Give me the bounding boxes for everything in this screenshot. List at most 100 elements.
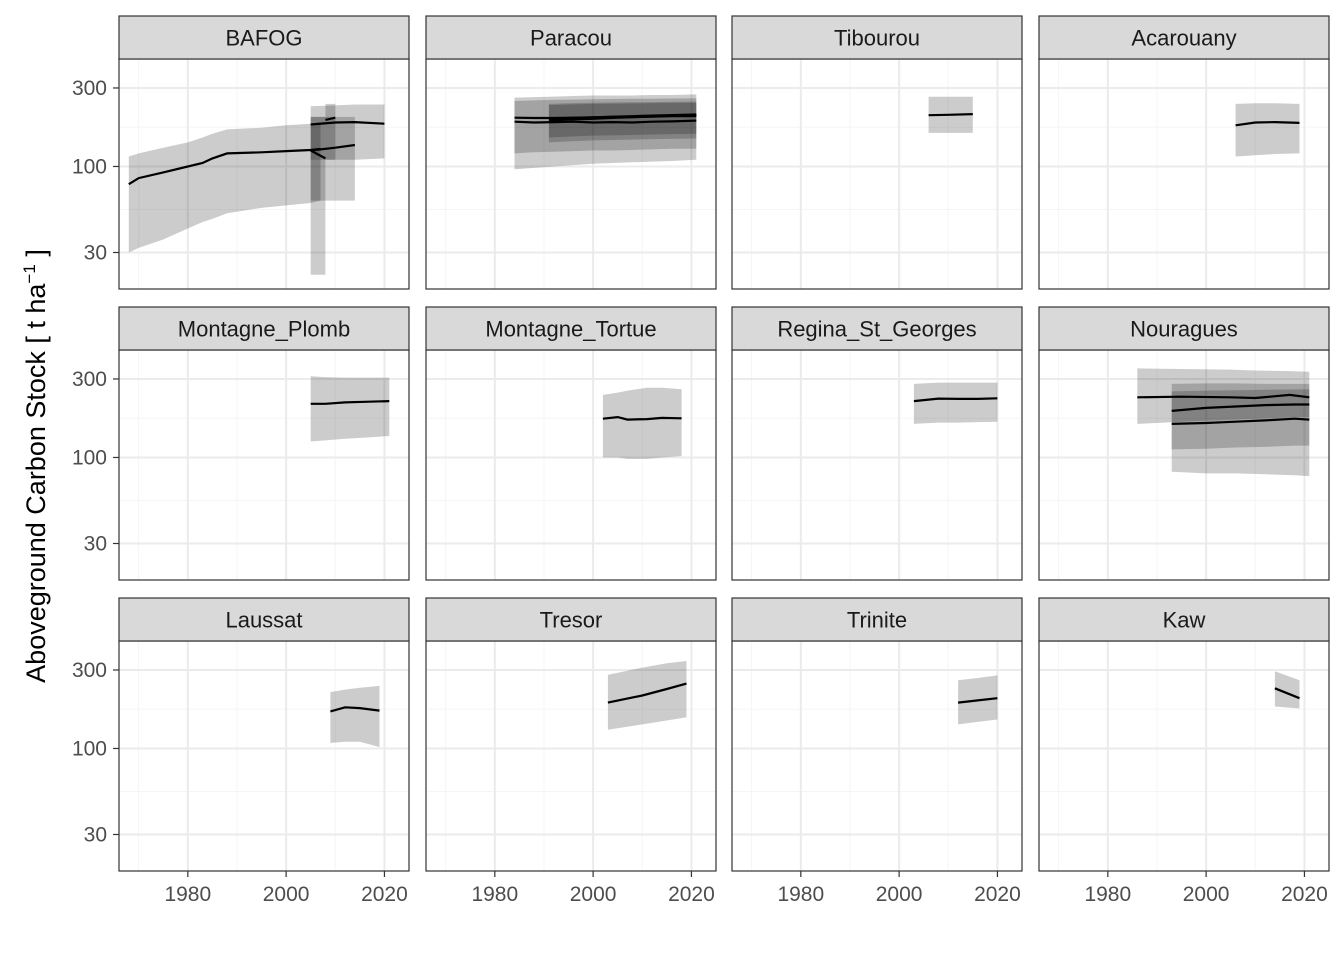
y-tick-label: 30: [84, 532, 107, 555]
series-line: [330, 706, 380, 713]
panel-background: [426, 350, 716, 580]
panel-trinite: Trinite 1980 2000 2020: [731, 597, 1023, 906]
facet-strip: [118, 15, 410, 60]
y-tick-label: 100: [72, 155, 107, 178]
facet-strip: [731, 306, 1023, 351]
series-line: [957, 697, 998, 704]
panel-nouragues: Nouragues: [1038, 306, 1330, 581]
x-tick-label: 2000: [1183, 883, 1230, 906]
confidence-ribbon: [514, 98, 697, 154]
confidence-ribbon: [607, 661, 687, 730]
y-tick-label: 100: [72, 446, 107, 469]
x-tick-label: 2000: [570, 883, 617, 906]
facet-title: Tibourou: [834, 26, 920, 51]
y-axis-label: Aboveground Carbon Stock [ t ha−1 ]: [20, 249, 51, 683]
panel-background: [119, 350, 409, 580]
series-line: [602, 415, 682, 421]
panel-background: [119, 59, 409, 289]
series-line: [548, 114, 697, 122]
y-tick-label: 300: [72, 77, 107, 100]
facet-strip: [118, 597, 410, 642]
x-tick-label: 1980: [1084, 883, 1131, 906]
facet-title: Laussat: [225, 608, 302, 633]
panel-montagne-tortue: Montagne_Tortue: [425, 306, 717, 581]
x-tick-label: 2020: [1281, 883, 1328, 906]
confidence-ribbon: [548, 102, 697, 138]
series-line: [128, 147, 321, 186]
panel-background: [1039, 59, 1329, 289]
panel-acarouany: Acarouany: [1038, 15, 1330, 290]
y-axis-label-end: ]: [21, 249, 51, 264]
y-tick-label: 300: [72, 368, 107, 391]
y-tick-label: 100: [72, 737, 107, 760]
series-line: [607, 682, 687, 704]
series-line: [1171, 417, 1310, 425]
confidence-ribbon: [310, 116, 355, 201]
series-line: [514, 119, 697, 124]
panel-background: [732, 641, 1022, 871]
confidence-ribbon: [1171, 383, 1310, 477]
panel-laussat: Laussat 30 100 300 1980 2000 2020: [72, 597, 410, 906]
facet-strip: [731, 597, 1023, 642]
panel-tibourou: Tibourou: [731, 15, 1023, 290]
panel-bafog: BAFOG 30 100 300: [72, 15, 410, 290]
x-tick-label: 2000: [263, 883, 310, 906]
x-tick-label: 2020: [668, 883, 715, 906]
panel-paracou: Paracou: [425, 15, 717, 290]
series-line: [1274, 687, 1300, 700]
facet-title: Montagne_Tortue: [485, 317, 656, 342]
confidence-ribbon: [330, 685, 380, 748]
panel-background: [426, 641, 716, 871]
x-tick-label: 2000: [876, 883, 923, 906]
panel-regina-st-georges: Regina_St_Georges: [731, 306, 1023, 581]
series-line: [310, 400, 390, 405]
facet-strip: [425, 15, 717, 60]
confidence-ribbon: [128, 122, 321, 253]
panel-background: [426, 59, 716, 289]
confidence-ribbon: [1235, 103, 1300, 157]
panel-tresor: Tresor 1980 2000 2020: [425, 597, 717, 906]
facet-strip: [1038, 306, 1330, 351]
y-tick-label: 300: [72, 659, 107, 682]
facet-strip: [425, 306, 717, 351]
x-tick-label: 2020: [974, 883, 1021, 906]
facet-title: BAFOG: [225, 26, 302, 51]
facet-title: Nouragues: [1130, 317, 1238, 342]
x-tick-label: 2020: [361, 883, 408, 906]
x-tick-label: 1980: [777, 883, 824, 906]
confidence-ribbon: [310, 376, 390, 442]
confidence-ribbon: [602, 387, 682, 459]
y-axis-label-superscript: −1: [20, 264, 39, 283]
facet-title: Montagne_Plomb: [178, 317, 350, 342]
confidence-ribbon: [514, 94, 697, 170]
series-line: [1171, 403, 1310, 412]
facet-strip: [425, 597, 717, 642]
panel-montagne-plomb: Montagne_Plomb 30 100 300: [72, 306, 410, 581]
panel-background: [1039, 350, 1329, 580]
panel-kaw: Kaw 1980 2000 2020: [1038, 597, 1330, 906]
series-line: [1137, 393, 1310, 400]
panel-background: [1039, 641, 1329, 871]
confidence-ribbon: [310, 104, 385, 160]
panel-background: [732, 350, 1022, 580]
series-line: [913, 397, 998, 403]
series-line: [310, 149, 326, 160]
y-tick-label: 30: [84, 823, 107, 846]
series-line: [1235, 120, 1300, 127]
series-line: [325, 116, 336, 121]
facet-title: Tresor: [540, 608, 603, 633]
panel-background: [732, 59, 1022, 289]
confidence-ribbon: [913, 382, 998, 424]
x-tick-label: 1980: [471, 883, 518, 906]
confidence-ribbon: [325, 103, 336, 160]
confidence-ribbon: [1274, 671, 1300, 709]
x-tick-label: 1980: [164, 883, 211, 906]
facet-title: Kaw: [1163, 608, 1206, 633]
series-line: [310, 143, 356, 152]
series-line: [310, 120, 385, 126]
facet-title: Regina_St_Georges: [777, 317, 976, 342]
y-tick-label: 30: [84, 241, 107, 264]
facet-strip: [731, 15, 1023, 60]
